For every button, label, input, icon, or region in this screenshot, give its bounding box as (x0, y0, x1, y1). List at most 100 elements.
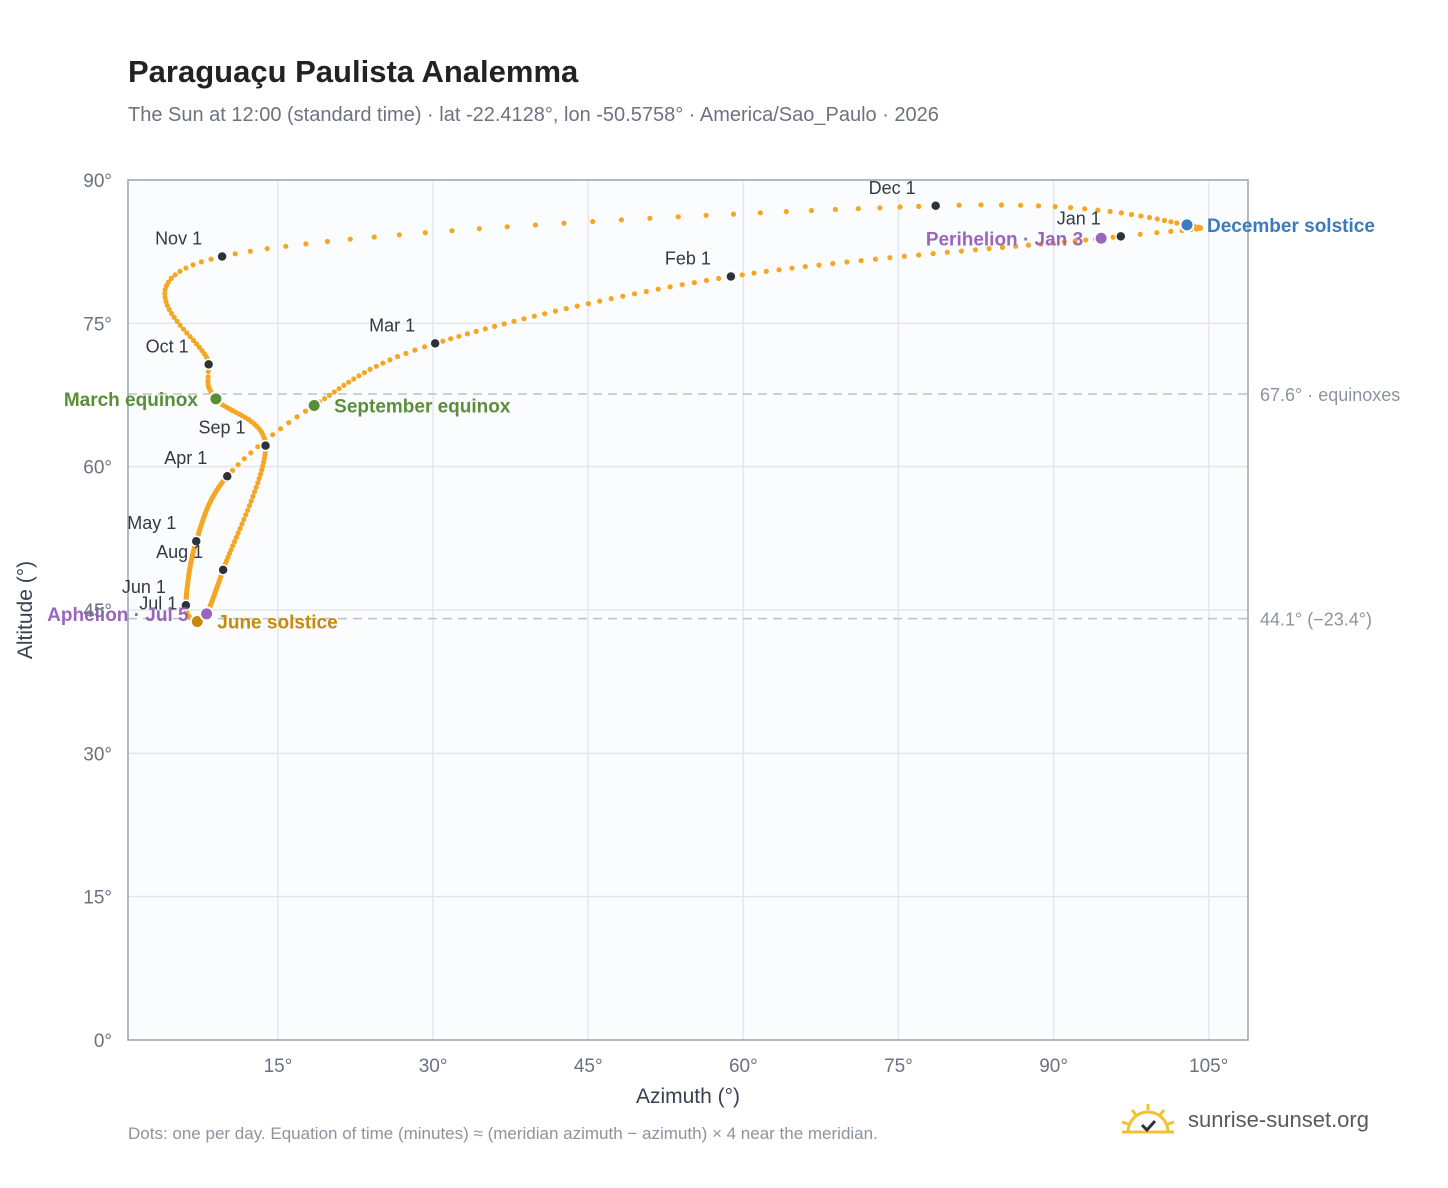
daily-sun-dot (257, 471, 264, 477)
daily-sun-dot (1137, 231, 1143, 237)
daily-sun-dot (473, 328, 479, 334)
daily-sun-dot (1174, 220, 1180, 226)
daily-sun-dot (703, 277, 710, 284)
daily-sun-dot (855, 206, 861, 212)
month-label: Sep 1 (198, 418, 245, 438)
daily-sun-dot (205, 378, 211, 384)
daily-sun-dot (776, 267, 782, 273)
daily-sun-dot (228, 547, 234, 553)
daily-sun-dot (916, 203, 922, 209)
daily-sun-dot (347, 236, 353, 242)
event-label: September equinox (334, 397, 511, 418)
daily-sun-dot (190, 262, 196, 268)
plot-frame (127, 179, 1249, 1041)
daily-sun-dot (1168, 228, 1174, 234)
daily-sun-dot (422, 344, 428, 350)
daily-sun-dot (264, 246, 270, 252)
daily-sun-dot (232, 251, 238, 257)
y-tick-label: 0° (94, 1031, 112, 1052)
daily-sun-dot (171, 314, 177, 320)
daily-sun-dot (808, 207, 815, 214)
daily-sun-dot (250, 493, 256, 499)
daily-sun-dot (168, 275, 174, 281)
daily-sun-dot (177, 268, 183, 274)
daily-sun-dot (802, 264, 808, 270)
daily-sun-dot (237, 526, 243, 532)
daily-sun-dot (531, 313, 537, 319)
event-label: December solstice (1207, 216, 1375, 237)
month-label: Nov 1 (155, 228, 202, 248)
daily-sun-dot (172, 272, 178, 278)
daily-sun-dot (387, 357, 393, 363)
daily-sun-dot (1072, 238, 1078, 244)
daily-sun-dot (730, 211, 737, 217)
reference-line-label: 44.1° (−23.4°) (1260, 610, 1372, 630)
month-label: Jul 1 (139, 593, 177, 613)
daily-sun-dot (229, 467, 236, 474)
daily-sun-dot (521, 316, 527, 322)
daily-sun-dot (302, 408, 309, 414)
daily-sun-dot (1107, 208, 1113, 215)
footnote: Dots: one per day. Equation of time (min… (128, 1124, 878, 1143)
daily-sun-dot (574, 303, 580, 309)
y-tick-label: 90° (83, 171, 112, 192)
daily-sun-dot (247, 248, 253, 254)
daily-sun-dot (667, 284, 673, 290)
daily-sun-dot (180, 326, 187, 332)
daily-sun-dot (166, 306, 172, 312)
daily-sun-dot (403, 350, 409, 356)
month-marker (202, 358, 215, 371)
month-label: Aug 1 (156, 542, 203, 562)
grid-lines (128, 179, 1248, 1041)
daily-sun-dot (396, 232, 402, 238)
event-label: March equinox (64, 390, 199, 411)
month-marker (217, 564, 229, 576)
daily-sun-dot (373, 363, 379, 369)
daily-sun-dot (241, 516, 247, 523)
daily-sun-dot (303, 241, 309, 247)
daily-sun-dot (783, 209, 789, 215)
daily-sun-dot (1018, 202, 1024, 208)
event-markers: March equinox September equinox June solst… (47, 216, 1375, 634)
daily-sun-dot (618, 217, 625, 223)
daily-sun-dot (631, 291, 638, 297)
chart-title: Paraguaçu Paulista Analemma (128, 54, 579, 89)
daily-sun-dot (751, 270, 757, 276)
daily-sun-dot (1168, 219, 1174, 225)
daily-sun-dot (248, 450, 254, 456)
month-label: May 1 (127, 513, 176, 533)
daily-sun-dot (259, 467, 265, 473)
daily-sun-dot (830, 260, 836, 267)
daily-sun-dot (1013, 243, 1019, 249)
daily-sun-dot (283, 243, 289, 249)
daily-sun-dot (552, 308, 559, 314)
event-label: June solstice (217, 612, 337, 633)
daily-sun-dot (1035, 203, 1042, 209)
daily-sun-dot (163, 298, 169, 304)
daily-sun-dot (1052, 204, 1058, 210)
daily-sun-dot (901, 253, 907, 259)
month-marker (180, 599, 192, 611)
daily-sun-dot (561, 220, 567, 226)
daily-sun-dot (239, 521, 245, 527)
daily-sun-dot (675, 214, 681, 220)
daily-sun-dot (440, 338, 446, 344)
daily-sun-dot (256, 475, 262, 482)
daily-sun-dot (205, 374, 211, 380)
daily-sun-dot (235, 530, 241, 536)
daily-sun-dot (326, 392, 333, 398)
x-tick-label: 15° (264, 1056, 293, 1077)
daily-sun-dot (504, 224, 510, 230)
x-tick-label: 60° (729, 1056, 758, 1077)
daily-sun-dot (346, 379, 352, 385)
daily-sun-dot (1194, 226, 1200, 232)
daily-sun-dot (1050, 240, 1056, 246)
daily-sun-dot (231, 539, 238, 545)
brand-text: sunrise-sunset.org (1188, 1107, 1369, 1132)
y-tick-label: 45° (83, 601, 112, 622)
daily-sun-dot (331, 389, 337, 395)
daily-sun-dot (255, 444, 261, 450)
daily-sun-dot (341, 382, 347, 388)
brand-logo[interactable]: sunrise-sunset.org (1118, 1100, 1369, 1140)
